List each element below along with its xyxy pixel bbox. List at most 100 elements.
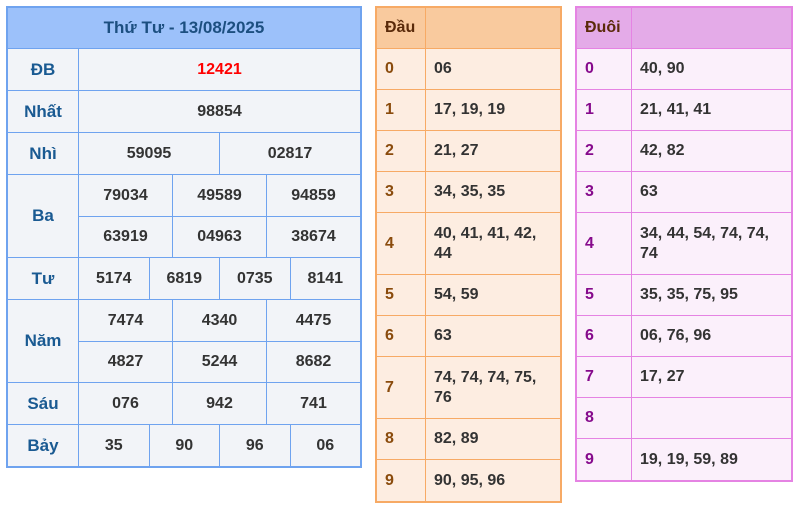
duoi-row: 8 (577, 398, 791, 439)
duoi-row: 4 34, 44, 54, 74, 74, 74 (577, 213, 791, 275)
lottery-results-table: Thứ Tư - 13/08/2025 ĐB 12421 Nhất 98854 Nhì 5… (6, 6, 362, 468)
prize-number: 7474 (107, 311, 144, 329)
prize-number: 741 (266, 383, 360, 424)
prize-number: 0735 (219, 258, 290, 299)
prize-subrow: 5174 6819 0735 8141 (79, 258, 360, 299)
dau-row: 6 63 (377, 316, 560, 357)
dau-row: 2 21, 27 (377, 131, 560, 172)
duoi-numbers: 21, 41, 41 (640, 101, 712, 118)
prize-subrow: 98854 (79, 91, 360, 132)
prize-label: Nhất (8, 91, 79, 132)
prize-number: 59095 (126, 144, 172, 162)
dau-numbers: 82, 89 (434, 430, 479, 447)
duoi-numbers: 35, 35, 75, 95 (640, 286, 738, 303)
duoi-numbers: 40, 90 (640, 60, 685, 77)
duoi-digit: 7 (577, 357, 632, 397)
duoi-header-row: Đuôi (577, 8, 791, 49)
duoi-digit: 6 (577, 316, 632, 356)
dau-row: 5 54, 59 (377, 275, 560, 316)
dau-digit: 7 (377, 357, 426, 418)
dau-digit: 2 (377, 131, 426, 171)
duoi-digit: 4 (577, 213, 632, 274)
prize-number: 06 (289, 425, 361, 466)
prize-values: 7474 4340 4475 4827 5244 8682 (79, 300, 360, 382)
duoi-header: Đuôi (577, 8, 632, 48)
duoi-numbers: 19, 19, 59, 89 (640, 450, 738, 468)
dau-numbers: 63 (434, 327, 452, 344)
dau-digit: 3 (377, 172, 426, 212)
prize-row: Năm 7474 4340 4475 4827 5244 8682 (8, 300, 360, 383)
dau-numbers: 06 (434, 60, 452, 77)
prize-number: 8141 (289, 258, 361, 299)
dau-header-row: Đầu (377, 8, 560, 49)
prize-number: 4340 (172, 300, 266, 341)
prize-values: 35 90 96 06 (79, 425, 360, 466)
duoi-row: 2 42, 82 (577, 131, 791, 172)
dau-digit: 5 (377, 275, 426, 315)
duoi-row: 0 40, 90 (577, 49, 791, 90)
dau-numbers: 90, 95, 96 (434, 471, 506, 489)
dau-numbers: 21, 27 (434, 142, 479, 159)
prize-subrow: 35 90 96 06 (79, 425, 360, 466)
dau-numbers: 40, 41, 41, 42, 44 (434, 224, 537, 262)
prize-row: Nhì 59095 02817 (8, 133, 360, 175)
prize-number: 98854 (197, 102, 242, 120)
prize-number: 076 (112, 394, 139, 412)
duoi-digit: 3 (577, 172, 632, 212)
prize-number: 35 (104, 436, 123, 454)
dau-row: 7 74, 74, 74, 75, 76 (377, 357, 560, 419)
duoi-row: 7 17, 27 (577, 357, 791, 398)
dau-digit: 6 (377, 316, 426, 356)
prize-subrow: 076 942 741 (79, 383, 360, 424)
prize-label: Sáu (8, 383, 79, 424)
dau-row: 8 82, 89 (377, 419, 560, 460)
prize-values: 98854 (79, 91, 360, 132)
duoi-numbers: 34, 44, 54, 74, 74, 74 (640, 224, 769, 262)
prize-label: Nhì (8, 133, 79, 174)
dau-numbers: 54, 59 (434, 286, 479, 303)
duoi-row: 9 19, 19, 59, 89 (577, 439, 791, 480)
prize-number: 02817 (219, 133, 360, 174)
duoi-numbers (632, 398, 791, 438)
duoi-digit: 5 (577, 275, 632, 315)
duoi-numbers: 63 (640, 183, 658, 200)
dau-digit: 1 (377, 90, 426, 130)
dau-digit: 0 (377, 49, 426, 89)
prize-label: ĐB (8, 49, 79, 90)
dau-header: Đầu (377, 8, 426, 48)
prize-row: ĐB 12421 (8, 49, 360, 91)
duoi-row: 5 35, 35, 75, 95 (577, 275, 791, 316)
prize-row: Ba 79034 49589 94859 63919 04963 38674 (8, 175, 360, 258)
dau-row: 4 40, 41, 41, 42, 44 (377, 213, 560, 275)
duoi-row: 6 06, 76, 96 (577, 316, 791, 357)
prize-number: 6819 (148, 258, 220, 299)
prize-number: 942 (172, 383, 266, 424)
prize-row: Tư 5174 6819 0735 8141 (8, 258, 360, 300)
prize-subrow: 63919 04963 38674 (79, 216, 360, 257)
dau-row: 1 17, 19, 19 (377, 90, 560, 131)
dau-table: Đầu 0 06 1 17, 19, 19 2 21, 27 3 34, 35, 35 4 40,… (375, 6, 562, 503)
prize-row: Nhất 98854 (8, 91, 360, 133)
prize-label: Ba (8, 175, 79, 257)
dau-numbers: 17, 19, 19 (434, 101, 506, 118)
prize-subrow: 12421 (79, 49, 360, 90)
dau-numbers: 34, 35, 35 (434, 183, 506, 200)
prize-label: Năm (8, 300, 79, 382)
duoi-digit: 1 (577, 90, 632, 130)
prize-subrow: 79034 49589 94859 (79, 175, 360, 216)
duoi-numbers: 06, 76, 96 (640, 327, 712, 344)
duoi-row: 3 63 (577, 172, 791, 213)
duoi-digit: 0 (577, 49, 632, 89)
dau-digit: 8 (377, 419, 426, 459)
dau-digit: 9 (377, 460, 426, 501)
prize-values: 12421 (79, 49, 360, 90)
prize-number: 38674 (266, 217, 360, 257)
dau-numbers: 74, 74, 74, 75, 76 (434, 368, 537, 406)
dau-digit: 4 (377, 213, 426, 274)
prize-label: Tư (8, 258, 79, 299)
prize-subrow: 7474 4340 4475 (79, 300, 360, 341)
results-date-title: Thứ Tư - 13/08/2025 (8, 8, 360, 49)
prize-subrow: 59095 02817 (79, 133, 360, 174)
duoi-digit: 2 (577, 131, 632, 171)
prize-number: 4475 (266, 300, 360, 341)
